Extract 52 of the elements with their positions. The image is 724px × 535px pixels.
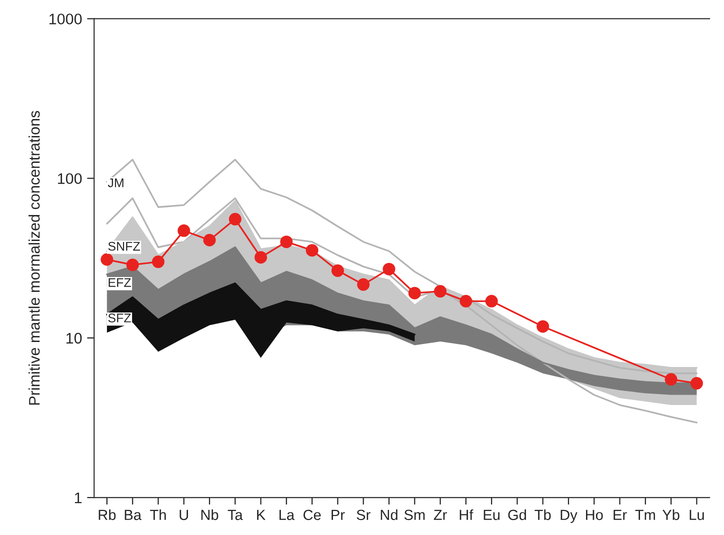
point xyxy=(203,234,216,246)
x-tick-label: Ta xyxy=(228,510,243,520)
point xyxy=(331,264,344,277)
point xyxy=(100,253,114,266)
x-tick-label: Sm xyxy=(404,510,425,520)
point xyxy=(152,256,164,268)
series-label: JM xyxy=(108,178,124,188)
series-label: SFZ xyxy=(108,314,131,322)
x-tick-label: U xyxy=(180,510,188,520)
y-tick-label: 1000 xyxy=(49,14,82,24)
point xyxy=(485,294,498,308)
series-label: SNFZ xyxy=(108,242,140,251)
y-tick-label: 1 xyxy=(74,492,82,504)
x-tick-label: Rb xyxy=(98,509,116,520)
y-tick-label: 100 xyxy=(58,173,82,184)
x-tick-label: Hf xyxy=(460,509,474,520)
x-tick-label: Dy xyxy=(560,510,578,523)
x-tick-label: K xyxy=(257,510,266,520)
x-tick-label: Ce xyxy=(303,510,321,520)
y-tick-label: 10 xyxy=(66,332,82,344)
x-tick-label: Sr xyxy=(356,510,370,520)
x-tick-label: Ba xyxy=(124,510,142,520)
x-tick-label: Yb xyxy=(662,509,680,520)
point xyxy=(126,258,139,272)
point xyxy=(536,320,550,333)
point xyxy=(280,236,293,248)
point xyxy=(408,286,421,300)
x-tick-label: Eu xyxy=(484,510,500,520)
x-tick-label: Ho xyxy=(586,510,603,520)
series-label: EFZ xyxy=(108,278,131,287)
point xyxy=(434,285,447,298)
x-tick-label: Pr xyxy=(332,510,345,520)
x-tick-label: Th xyxy=(150,509,166,520)
x-tick-label: Zr xyxy=(434,510,447,520)
point xyxy=(306,244,318,257)
point xyxy=(178,224,190,237)
y-axis-title: Primitive mantle mormalized concentrations xyxy=(28,110,40,405)
point xyxy=(254,251,268,264)
x-tick-label: Nd xyxy=(380,509,398,520)
point xyxy=(228,212,242,226)
x-tick-label: Nb xyxy=(201,509,218,520)
x-tick-label: Er xyxy=(614,510,627,520)
x-tick-label: La xyxy=(280,510,295,520)
x-tick-label: Gd xyxy=(508,509,526,520)
point xyxy=(690,377,703,390)
point xyxy=(664,373,678,386)
x-tick-label: Tb xyxy=(534,509,551,520)
point xyxy=(357,278,370,291)
point xyxy=(460,294,472,308)
x-tick-label: Tm xyxy=(635,510,655,520)
point xyxy=(382,262,396,276)
x-tick-label: Lu xyxy=(690,510,704,520)
